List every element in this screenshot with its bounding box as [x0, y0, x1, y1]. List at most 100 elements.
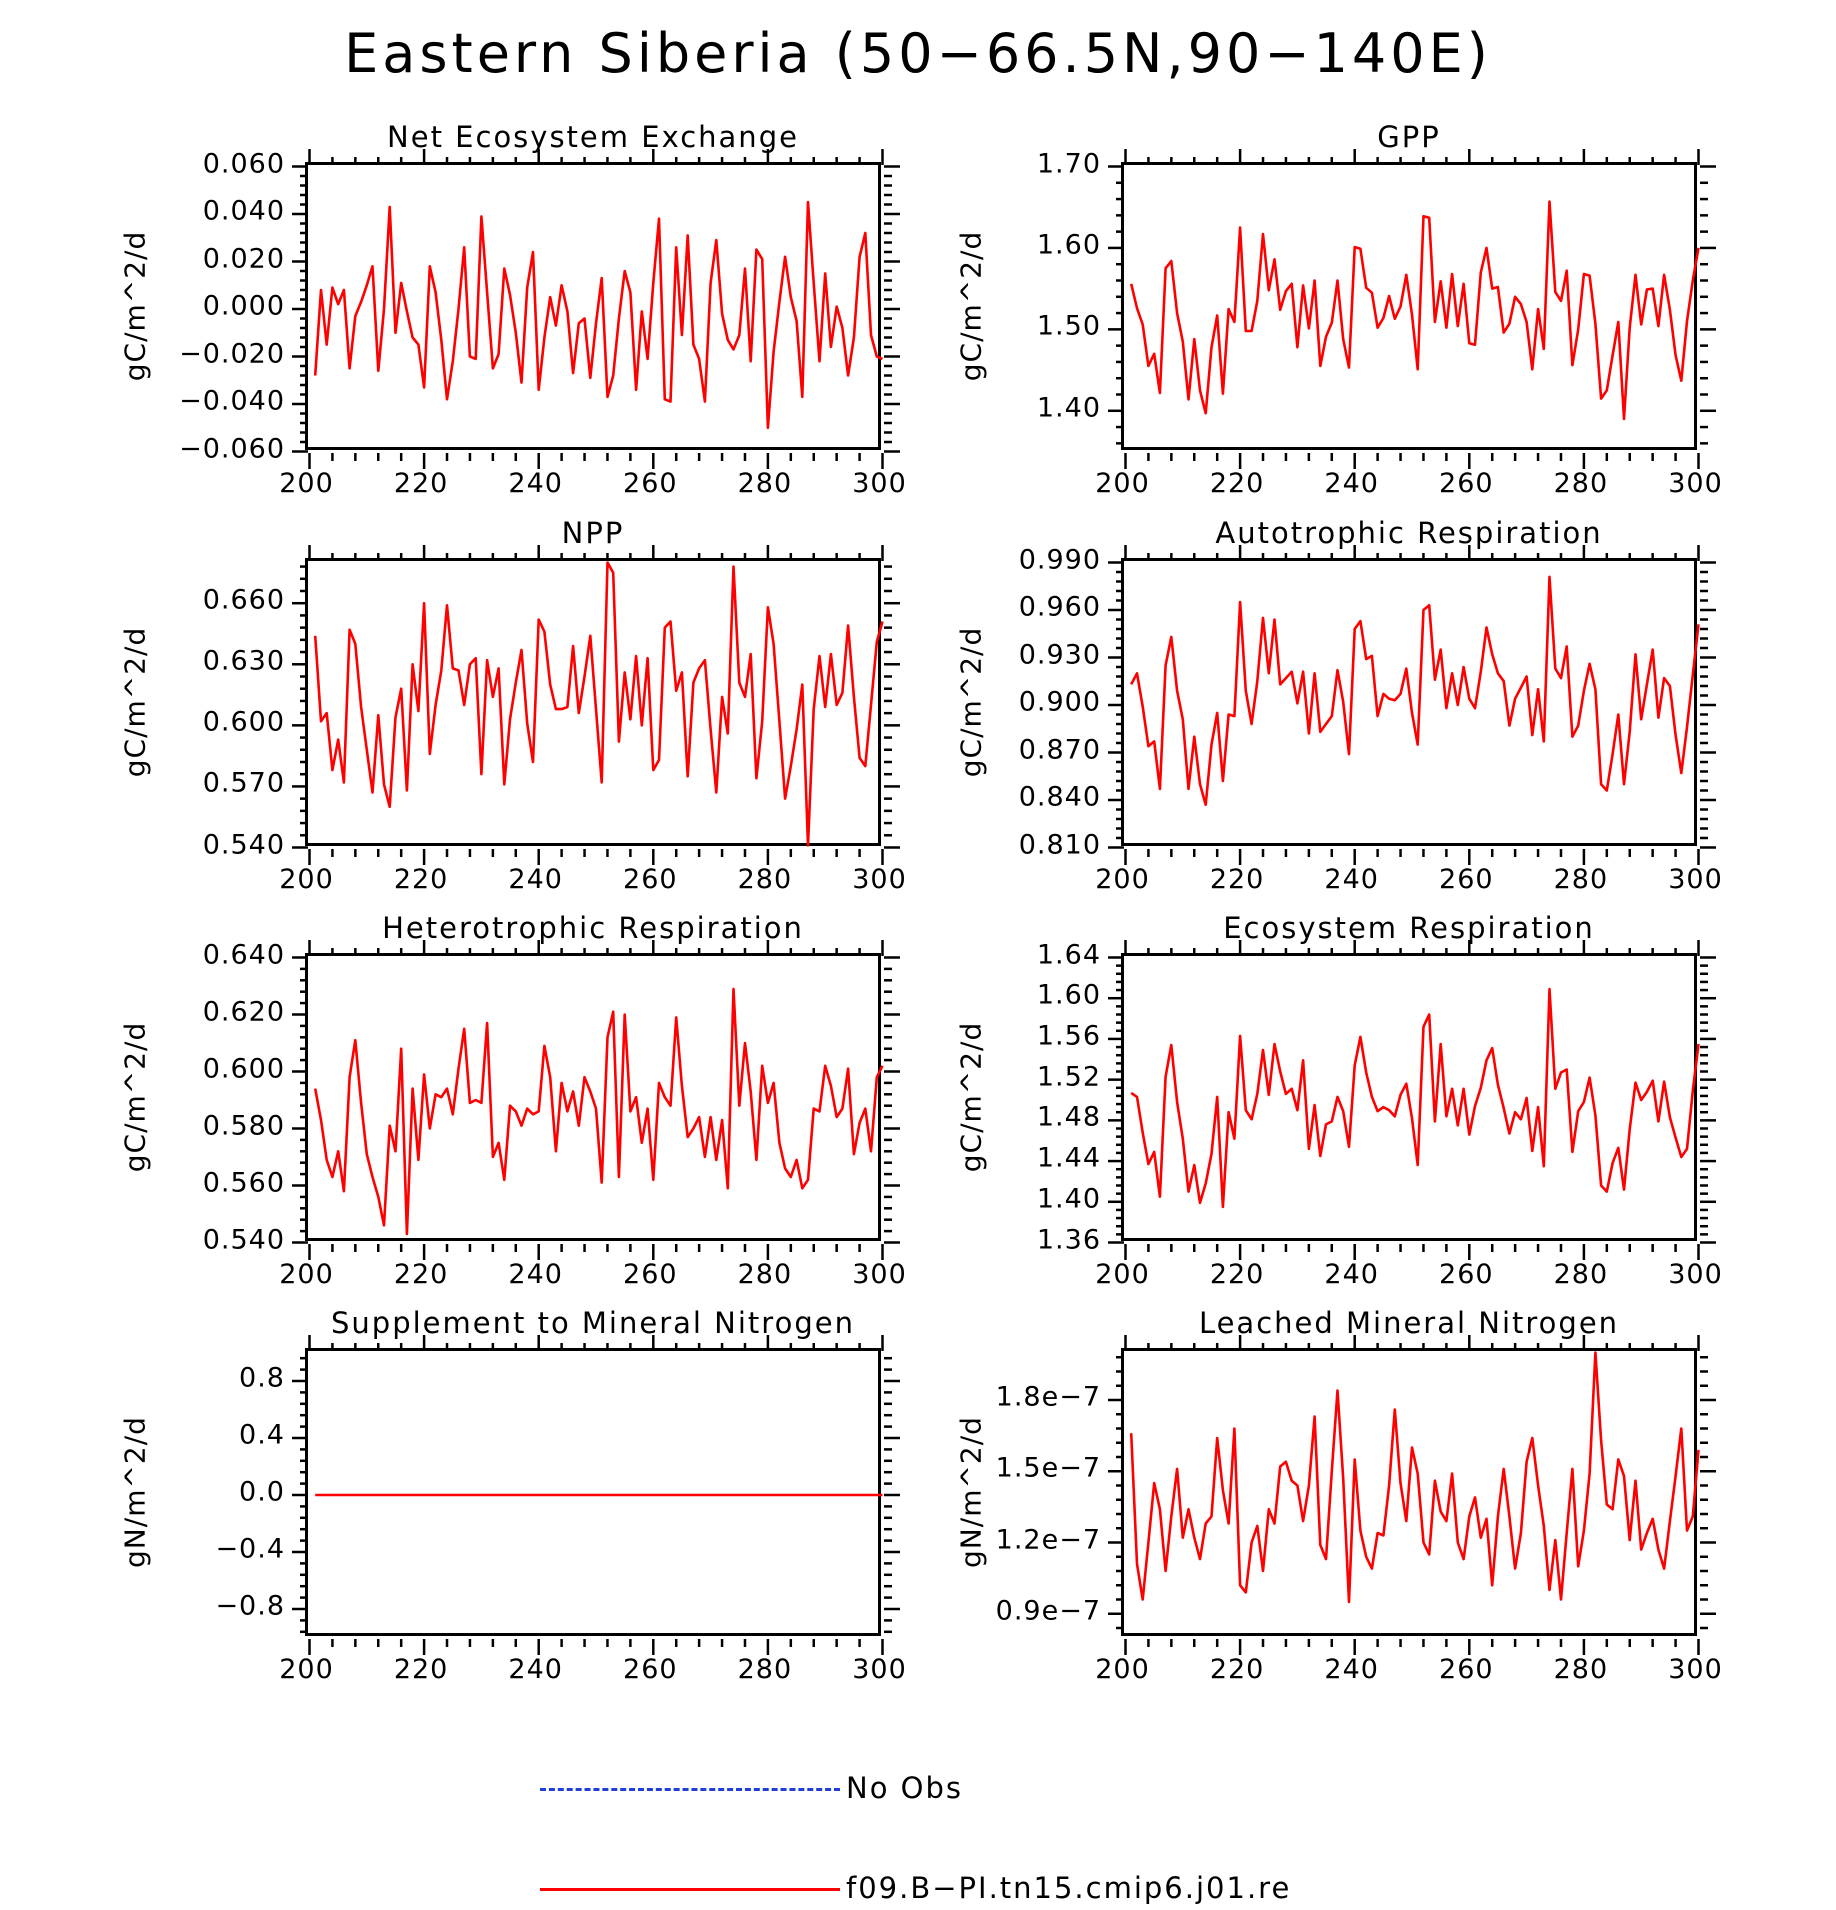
- x-tick-label: 300: [1668, 468, 1723, 499]
- x-tick-label: 220: [1209, 1654, 1265, 1685]
- x-tick-label: 200: [1095, 1259, 1150, 1290]
- x-tick-label: 200: [279, 468, 334, 499]
- x-tick-label: 280: [737, 468, 793, 499]
- x-tick-label: 220: [393, 468, 449, 499]
- x-tick-label: 200: [279, 1259, 334, 1290]
- y-axis-label-ecosystem-respiration: gC/m^2/d: [954, 1021, 988, 1173]
- y-tick-label: 0.990: [1018, 544, 1101, 575]
- y-axis-label-supplement-to-mineral-nitrogen: gN/m^2/d: [118, 1416, 152, 1568]
- y-tick-label: 0.660: [202, 584, 285, 616]
- y-tick-label: 1.56: [1036, 1020, 1101, 1052]
- panel-title-heterotrophic-respiration: Heterotrophic Respiration: [382, 911, 804, 945]
- y-tick-label: 0.840: [1018, 781, 1101, 813]
- y-axis-label-gpp: gC/m^2/d: [954, 230, 988, 382]
- panel-title-net-ecosystem-exchange: Net Ecosystem Exchange: [387, 120, 799, 154]
- chart-plot-area: [292, 940, 900, 1260]
- panel-title-gpp: GPP: [1377, 120, 1441, 154]
- y-tick-label: 0.9e−7: [995, 1595, 1101, 1627]
- chart-plot-area: [292, 1335, 900, 1655]
- y-tick-label: 0.4: [239, 1419, 285, 1451]
- y-tick-label: 0.870: [1018, 734, 1101, 765]
- y-axis-label-npp: gC/m^2/d: [118, 626, 152, 778]
- series-line-model-run: [313, 200, 884, 430]
- x-tick-label: 300: [852, 864, 907, 895]
- x-tick-label: 280: [1553, 864, 1609, 895]
- legend-line-model-run: [540, 1888, 840, 1891]
- y-tick-label: 0.8: [239, 1362, 285, 1394]
- chart-panel-heterotrophic-respiration: [292, 940, 900, 1260]
- panel-title-leached-mineral-nitrogen: Leached Mineral Nitrogen: [1198, 1306, 1620, 1340]
- y-tick-label: 0.580: [202, 1110, 285, 1141]
- x-tick-label: 260: [1439, 1259, 1494, 1290]
- x-tick-label: 220: [1209, 864, 1265, 895]
- x-tick-label: 260: [623, 864, 678, 895]
- y-tick-label: 0.560: [202, 1167, 285, 1198]
- y-tick-label: 0.000: [202, 290, 285, 322]
- x-tick-label: 300: [852, 1259, 907, 1290]
- x-tick-label: 260: [1439, 864, 1494, 895]
- y-tick-label: 0.540: [202, 829, 285, 860]
- y-tick-label: 0.960: [1018, 591, 1101, 623]
- x-tick-label: 280: [1553, 1259, 1609, 1290]
- series-line-model-run: [313, 987, 884, 1236]
- y-axis-label-net-ecosystem-exchange: gC/m^2/d: [118, 230, 152, 382]
- x-tick-label: 260: [1439, 1654, 1494, 1685]
- series-line-model-run: [313, 561, 884, 847]
- x-tick-label: 200: [1095, 864, 1150, 895]
- x-tick-label: 280: [737, 1654, 793, 1685]
- y-tick-label: 1.48: [1036, 1101, 1101, 1133]
- chart-plot-area: [1108, 1335, 1716, 1655]
- y-axis-label-leached-mineral-nitrogen: gN/m^2/d: [954, 1416, 988, 1568]
- y-tick-label: 1.8e−7: [995, 1381, 1101, 1413]
- y-tick-label: 1.70: [1036, 148, 1101, 179]
- series-line-model-run: [1130, 987, 1700, 1209]
- legend-label-no-obs: No Obs: [846, 1771, 963, 1805]
- x-tick-label: 260: [623, 1259, 678, 1290]
- x-tick-label: 220: [393, 864, 449, 895]
- x-tick-label: 240: [508, 864, 563, 895]
- y-tick-label: −0.4: [215, 1533, 285, 1565]
- y-tick-label: 0.640: [202, 939, 285, 970]
- y-tick-label: 1.2e−7: [995, 1524, 1101, 1555]
- x-tick-label: 280: [737, 1259, 793, 1290]
- y-tick-label: 0.570: [202, 767, 285, 799]
- y-tick-label: 1.60: [1036, 229, 1101, 261]
- x-tick-label: 200: [279, 1654, 334, 1685]
- x-tick-label: 220: [393, 1259, 449, 1290]
- y-tick-label: 0.930: [1018, 639, 1101, 670]
- chart-plot-area: [292, 545, 900, 865]
- x-tick-label: 220: [1209, 468, 1265, 499]
- y-tick-label: −0.8: [215, 1590, 285, 1622]
- chart-panel-net-ecosystem-exchange: [292, 149, 900, 469]
- y-tick-label: 0.020: [202, 243, 285, 274]
- x-tick-label: 300: [852, 1654, 907, 1685]
- y-tick-label: 0.900: [1018, 686, 1101, 718]
- series-line-model-run: [1130, 575, 1700, 807]
- page-title: Eastern Siberia (50−66.5N,90−140E): [344, 22, 1492, 85]
- y-tick-label: 1.52: [1036, 1061, 1101, 1093]
- y-tick-label: −0.020: [179, 338, 285, 369]
- y-tick-label: −0.040: [179, 385, 285, 417]
- y-axis-label-heterotrophic-respiration: gC/m^2/d: [118, 1021, 152, 1173]
- series-line-model-run: [1129, 1351, 1700, 1604]
- panel-title-supplement-to-mineral-nitrogen: Supplement to Mineral Nitrogen: [331, 1306, 855, 1340]
- x-tick-label: 200: [1095, 1654, 1150, 1685]
- chart-panel-leached-mineral-nitrogen: [1108, 1335, 1716, 1655]
- y-tick-label: 0.060: [202, 148, 285, 179]
- y-tick-label: 1.50: [1036, 310, 1101, 342]
- x-tick-label: 280: [1553, 1654, 1609, 1685]
- panel-title-autotrophic-respiration: Autotrophic Respiration: [1215, 516, 1603, 550]
- panel-title-npp: NPP: [561, 516, 625, 550]
- y-tick-label: 1.40: [1036, 1183, 1101, 1215]
- y-axis-label-autotrophic-respiration: gC/m^2/d: [954, 626, 988, 778]
- x-tick-label: 280: [737, 864, 793, 895]
- legend: No Obs f09.B−PI.tn15.cmip6.j01.re: [540, 1770, 1300, 1910]
- x-tick-label: 240: [1324, 468, 1379, 499]
- chart-panel-supplement-to-mineral-nitrogen: [292, 1335, 900, 1655]
- panel-title-ecosystem-respiration: Ecosystem Respiration: [1223, 911, 1595, 945]
- x-tick-label: 240: [508, 468, 563, 499]
- legend-label-model-run: f09.B−PI.tn15.cmip6.j01.re: [846, 1871, 1292, 1905]
- y-tick-label: 0.600: [202, 706, 285, 738]
- x-tick-label: 280: [1553, 468, 1609, 499]
- x-tick-label: 240: [1324, 1259, 1379, 1290]
